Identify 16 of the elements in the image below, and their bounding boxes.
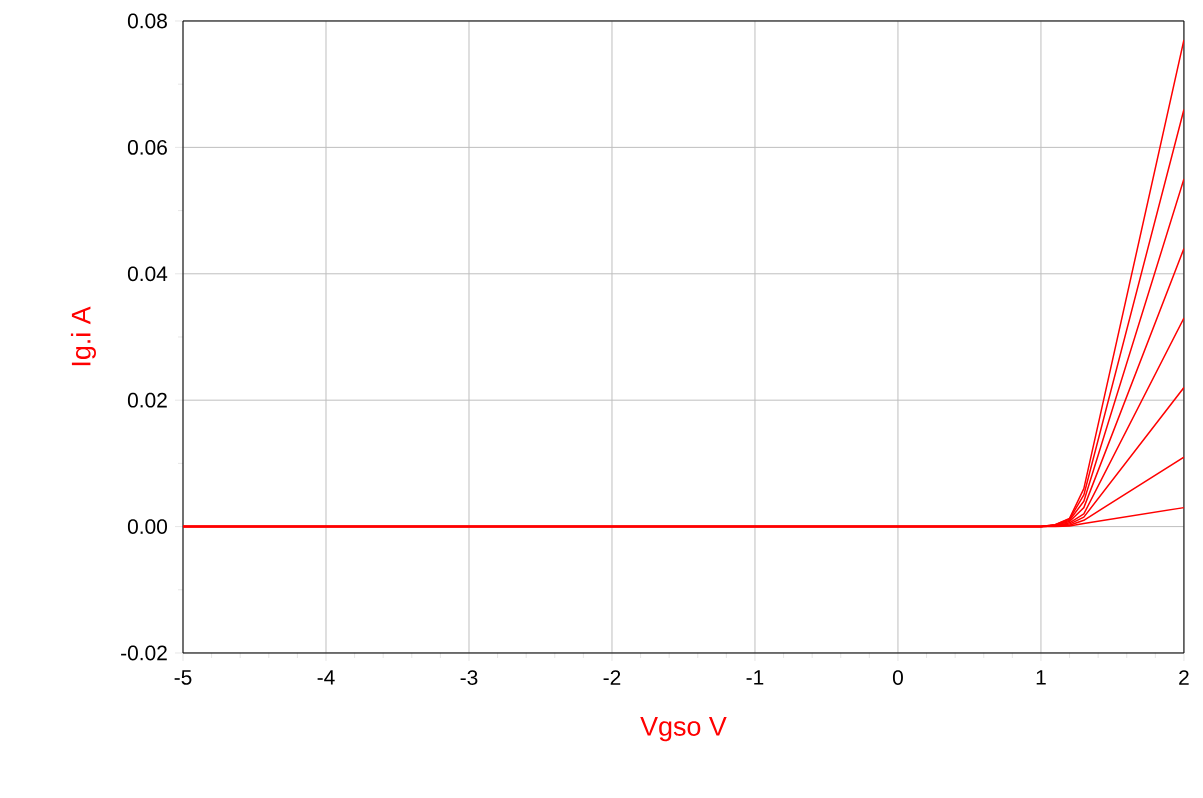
y-tick-label: -0.02	[121, 645, 167, 661]
x-tick-label: -3	[460, 670, 478, 685]
x-tick-label: -5	[174, 670, 192, 685]
x-tick-label: -1	[746, 670, 764, 685]
y-tick-label: 0.02	[127, 392, 167, 408]
x-tick-label: 0	[892, 670, 903, 685]
y-tick-label: 0.08	[127, 13, 167, 29]
y-axis-title: Ig.i A	[70, 306, 96, 366]
y-tick-label: 0.04	[127, 266, 168, 282]
x-tick-label: 2	[1179, 670, 1189, 685]
x-tick-label: -4	[317, 670, 335, 685]
x-tick-label: 1	[1036, 670, 1046, 685]
x-axis-title: Vgso V	[640, 717, 727, 742]
y-tick-label: 0.00	[127, 519, 168, 534]
y-tick-label: 0.06	[127, 139, 167, 155]
x-tick-label: -2	[603, 670, 621, 685]
